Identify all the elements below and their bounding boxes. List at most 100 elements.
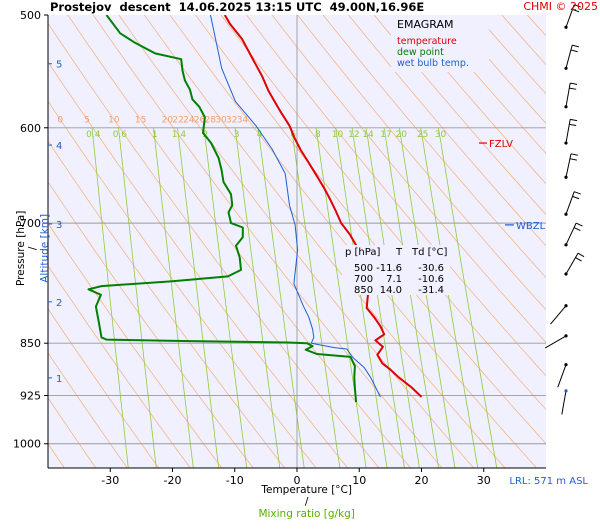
chart-title: Prostejov descent 14.06.2025 13:15 UTC 4… <box>50 0 424 14</box>
legend: EMAGRAM temperature dew point wet bulb t… <box>391 15 489 72</box>
wind-barb-base <box>564 141 567 144</box>
wind-barb-flag <box>576 258 582 262</box>
wind-barb-staff <box>566 83 570 107</box>
wind-barb <box>545 334 567 348</box>
mixing-ratio-label: 25 <box>417 130 428 140</box>
wind-barb-staff <box>545 336 566 348</box>
y-tick-label: 1000 <box>13 438 41 451</box>
altitude-tick-label: 4 <box>56 141 62 152</box>
y-axis-label: Pressure [hPa] / Altitude [km] <box>3 145 17 365</box>
wind-barb <box>562 389 568 414</box>
wind-barb-staff <box>558 365 566 388</box>
wind-barb <box>564 83 577 108</box>
wind-barb-flag <box>574 192 581 194</box>
wind-barb-flag <box>574 228 580 231</box>
wind-barb-flag <box>572 45 579 47</box>
legend-item-dewpoint: dew point <box>397 47 444 58</box>
legend-title: EMAGRAM <box>397 18 454 31</box>
legend-item-temperature: temperature <box>397 36 457 47</box>
y-tick-label: 925 <box>20 390 41 403</box>
altitude-axis-label: Altitude [km] <box>39 214 51 283</box>
y-tick-label: 850 <box>20 337 41 350</box>
mixing-ratio-label: 14 <box>362 130 374 140</box>
mixing-ratio-label: 12 <box>348 130 359 140</box>
mixing-ratio-label: 0.4 <box>86 130 101 140</box>
wind-barb-staff <box>566 45 572 68</box>
wind-barb-staff <box>566 154 571 177</box>
wind-barb <box>558 363 568 387</box>
fzlv-label: FZLV <box>489 139 513 150</box>
dry-adiabat-label: 15 <box>135 115 146 125</box>
table-header-p: p [hPa] <box>345 247 380 258</box>
wind-barb <box>564 192 580 216</box>
wind-barb-staff <box>566 223 576 245</box>
wind-barb <box>564 119 577 144</box>
mixing-ratio-label: 17 <box>380 130 391 140</box>
table-cell: 7.1 <box>386 274 402 285</box>
table-cell: 700 <box>354 274 373 285</box>
wind-barb-flag <box>578 253 584 257</box>
table-cell: -11.6 <box>376 263 402 274</box>
wind-barb-base <box>564 105 567 108</box>
lrl-label: LRL: 571 m ASL <box>509 476 588 487</box>
wind-barb-flag <box>570 83 577 84</box>
altitude-tick-label: 2 <box>56 298 62 309</box>
mixing-ratio-label: 3 <box>234 130 240 140</box>
mixing-ratio-label: 0.6 <box>113 130 128 140</box>
mixing-ratio-label: 8 <box>315 130 321 140</box>
wind-barb-base <box>564 334 567 337</box>
table-cell: 850 <box>354 285 373 296</box>
dry-adiabat <box>553 15 600 468</box>
mixing-ratio-axis-label: Mixing ratio [g/kg] <box>258 508 354 520</box>
sounding-table: p [hPa] T Td [°C] 500 -11.6 -30.6 700 7.… <box>342 245 450 295</box>
mixing-ratio-label: 10 <box>332 130 344 140</box>
table-header-t: T <box>396 247 402 258</box>
y-tick-label: 600 <box>20 122 41 135</box>
wind-barb-base <box>564 304 567 307</box>
mixing-ratio-label: 1.4 <box>172 130 187 140</box>
wind-barb-flag <box>569 88 576 89</box>
wind-barb <box>564 253 584 275</box>
wind-barb-flag <box>571 154 578 155</box>
mixing-ratio-label: 1 <box>152 130 158 140</box>
y-tick-label: 500 <box>20 9 41 22</box>
wind-barb-flag <box>569 124 576 125</box>
dry-adiabat-label: 10 <box>108 115 120 125</box>
wind-barb-staff <box>566 192 574 215</box>
wind-barb-staff <box>551 306 566 324</box>
legend-item-wetbulb: wet bulb temp. <box>397 58 469 69</box>
wbzl-label: WBZL <box>516 221 546 232</box>
wind-barb-base <box>564 213 567 216</box>
table-cell: -10.6 <box>418 274 444 285</box>
wind-barb-flag <box>572 196 579 198</box>
altitude-tick-label: 1 <box>56 374 62 385</box>
wind-barb-flag <box>570 159 577 160</box>
mixing-ratio-label: 20 <box>396 130 408 140</box>
y-axis-separator: / <box>27 247 39 251</box>
wind-barb-base <box>564 243 567 246</box>
wind-barb-flag <box>570 119 577 120</box>
table-cell: -31.4 <box>418 285 444 296</box>
wind-barb-staff <box>562 391 566 415</box>
mixing-ratio-label: 30 <box>435 130 447 140</box>
wind-barb-base <box>564 363 567 366</box>
x-axis-separator: / <box>305 496 309 508</box>
wind-barb <box>564 154 577 179</box>
table-cell: 500 <box>354 263 373 274</box>
wind-barb-staff <box>566 119 570 143</box>
dry-adiabat <box>578 15 600 468</box>
wind-barb <box>551 304 568 324</box>
dry-adiabat-label: 5 <box>84 115 90 125</box>
wind-barb-base <box>564 176 567 179</box>
altitude-tick-label: 3 <box>56 220 62 231</box>
temperature-axis-label: Temperature [°C] <box>261 484 352 496</box>
wind-barb-base <box>564 26 567 29</box>
wind-barbs <box>545 5 584 415</box>
credit-label: CHMI © 2025 <box>523 0 598 13</box>
table-header-td: Td [°C] <box>412 247 447 258</box>
wind-barb-staff <box>566 253 578 274</box>
dry-adiabat-label: 34 <box>237 115 249 125</box>
wind-barb-flag <box>576 223 582 226</box>
